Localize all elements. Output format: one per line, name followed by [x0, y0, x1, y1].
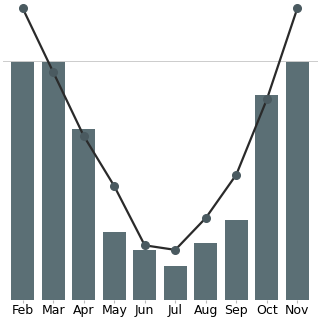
Bar: [194, 243, 217, 300]
Bar: [133, 250, 156, 300]
Bar: [72, 129, 95, 300]
Bar: [103, 232, 126, 300]
Bar: [164, 266, 187, 300]
Bar: [255, 95, 278, 300]
Bar: [42, 54, 65, 300]
Bar: [286, 0, 309, 300]
Bar: [225, 220, 248, 300]
Bar: [11, 4, 34, 300]
